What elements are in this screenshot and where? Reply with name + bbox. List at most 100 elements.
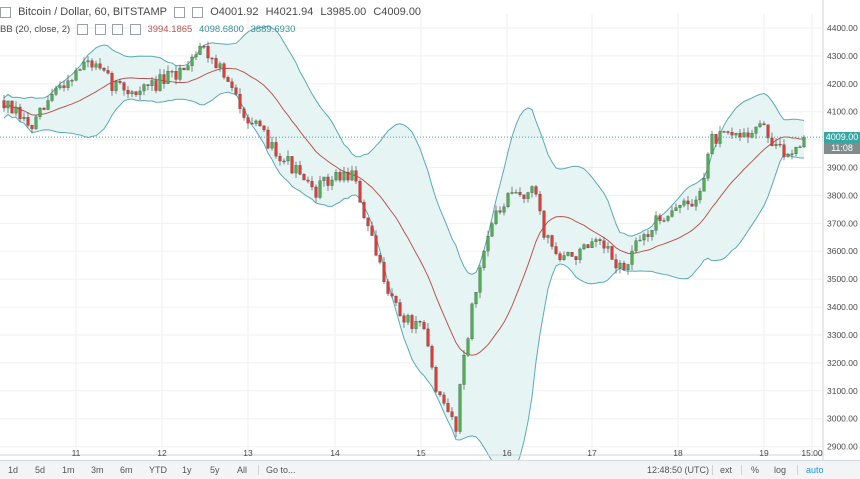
candle-body (210, 57, 214, 60)
price-tick-label: 3000.00 (827, 414, 858, 424)
candle-body (474, 292, 478, 305)
range-6m-button[interactable]: 6m (120, 465, 133, 475)
range-5d-button[interactable]: 5d (35, 465, 46, 475)
candle (698, 187, 702, 204)
candle (58, 81, 62, 90)
ext-toggle[interactable]: ext (720, 465, 733, 475)
candle-body (6, 100, 10, 109)
time-tick-label: 15 (416, 448, 426, 458)
price-chart[interactable]: 2900.00 3000.00 3100.00 3200.00 3300.00 3400.… (0, 0, 860, 460)
range-all-button[interactable]: All (237, 465, 248, 475)
eye-icon[interactable] (76, 24, 88, 35)
candle (682, 198, 686, 208)
candle (554, 242, 558, 256)
close-icon[interactable] (112, 24, 124, 35)
candle-body (790, 153, 794, 155)
candle (250, 117, 254, 125)
range-5y-button[interactable]: 5y (210, 465, 220, 475)
indicator-label[interactable]: BB (20, close, 2) (0, 24, 71, 36)
candle-body (690, 203, 694, 207)
auto-scale-toggle[interactable]: auto (806, 465, 824, 475)
candle-body (542, 210, 546, 238)
symbol-title[interactable]: Bitcoin / Dollar, 60, BITSTAMP (18, 6, 168, 18)
candle (530, 185, 534, 198)
candle-body (242, 108, 246, 118)
candle-body (322, 176, 326, 181)
candle (546, 234, 550, 244)
candle-body (434, 367, 438, 392)
candle-body (346, 171, 350, 181)
compare-square-icon[interactable] (192, 6, 204, 18)
candle (62, 80, 66, 92)
percent-toggle[interactable]: % (751, 465, 760, 475)
candle (106, 66, 110, 75)
candle-body (258, 120, 262, 127)
candle-body (522, 194, 526, 199)
candle (222, 62, 226, 80)
candle (22, 112, 26, 122)
candle (146, 84, 150, 91)
candle-body (318, 180, 322, 198)
candle-body (662, 220, 666, 222)
candle-body (62, 85, 66, 88)
candle (158, 68, 162, 92)
candle-body (126, 90, 130, 95)
candle-body (10, 100, 14, 114)
candle (786, 152, 790, 158)
utc-clock[interactable]: 12:48:50 (UTC) (647, 465, 710, 475)
candle (486, 230, 490, 257)
gear-icon[interactable] (94, 24, 106, 35)
candle (526, 191, 530, 203)
candle (694, 195, 698, 211)
range-1m-button[interactable]: 1m (62, 465, 75, 475)
candle-body (170, 71, 174, 73)
candle-body (490, 223, 494, 237)
goto-button[interactable]: Go to... (266, 465, 296, 475)
candle (298, 160, 302, 176)
range-1d-button[interactable]: 1d (8, 465, 19, 475)
candle (498, 206, 502, 215)
candle (454, 415, 458, 438)
more-icon[interactable] (129, 24, 141, 35)
candle-body (198, 45, 202, 55)
range-ytd-button[interactable]: YTD (149, 465, 167, 475)
range-1y-button[interactable]: 1y (182, 465, 192, 475)
candle (254, 119, 258, 127)
candle (342, 166, 346, 183)
candle (674, 203, 678, 211)
candle-body (410, 315, 414, 329)
candle-body (230, 81, 234, 88)
candle-body (82, 61, 86, 70)
candle-body (738, 132, 742, 138)
candle (246, 114, 250, 129)
candle-body (706, 153, 710, 179)
candle (566, 251, 570, 257)
candle-body (94, 63, 98, 68)
candle (338, 169, 342, 183)
ohlc-open: O4001.92 (210, 6, 259, 18)
candle-body (582, 244, 586, 250)
candle-body (106, 70, 110, 74)
square-minus-icon[interactable] (0, 6, 11, 18)
candle (138, 86, 142, 100)
candle (594, 237, 598, 248)
candle-body (338, 172, 342, 181)
log-toggle[interactable]: log (774, 465, 787, 475)
price-tick-label: 3300.00 (827, 330, 858, 340)
candle (626, 263, 630, 275)
candle-body (194, 54, 198, 58)
candle-body (758, 123, 762, 128)
candle-body (34, 116, 38, 129)
candle-body (406, 315, 410, 323)
candle-body (414, 321, 418, 329)
settings-square-icon[interactable] (174, 6, 186, 18)
candle (706, 152, 710, 181)
time-tick-label: 13 (243, 448, 253, 458)
candle-body (102, 68, 106, 71)
candle (322, 176, 326, 187)
candle (178, 64, 182, 82)
candle-body (698, 190, 702, 201)
range-3m-button[interactable]: 3m (91, 465, 104, 475)
candle-body (646, 234, 650, 237)
candle (34, 114, 38, 130)
